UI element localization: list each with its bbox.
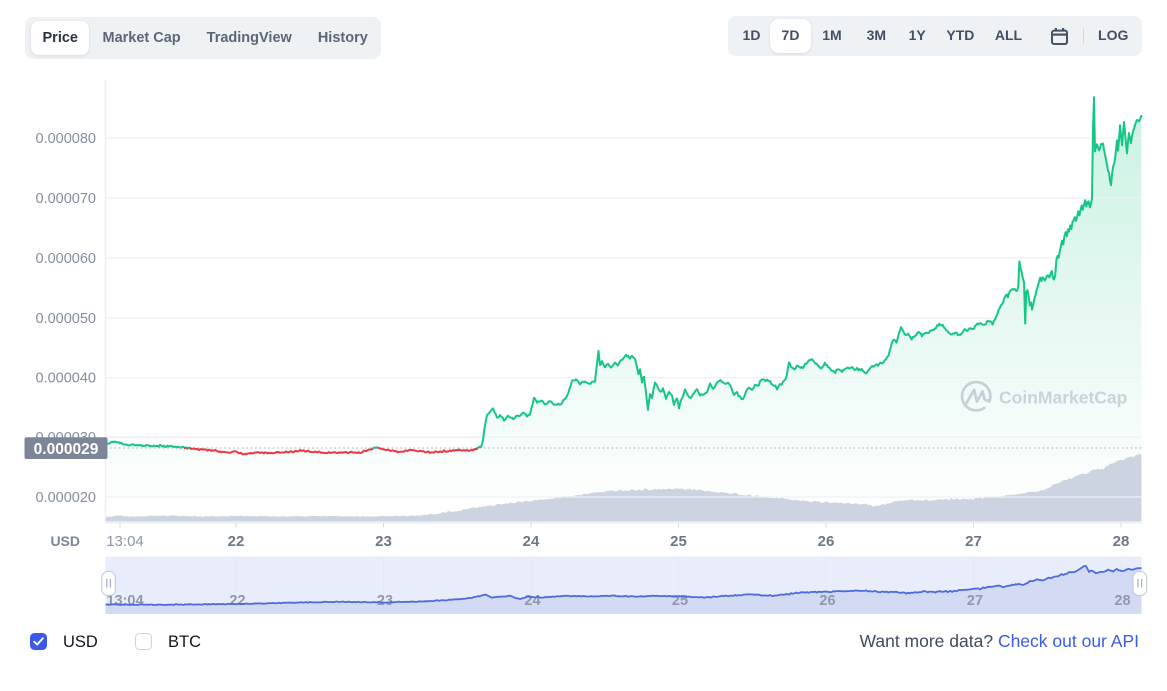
svg-text:26: 26: [819, 593, 835, 609]
svg-text:27: 27: [965, 533, 982, 550]
svg-text:USD: USD: [50, 533, 80, 549]
svg-text:CoinMarketCap: CoinMarketCap: [999, 388, 1127, 408]
svg-text:0.000029: 0.000029: [34, 441, 99, 458]
svg-text:24: 24: [523, 533, 540, 550]
svg-text:22: 22: [228, 533, 245, 550]
svg-text:28: 28: [1114, 593, 1130, 609]
svg-text:27: 27: [967, 593, 983, 609]
svg-text:0.000080: 0.000080: [36, 131, 96, 147]
svg-text:0.000060: 0.000060: [36, 251, 96, 267]
svg-text:25: 25: [670, 533, 687, 550]
svg-text:23: 23: [375, 533, 392, 550]
svg-text:0.000020: 0.000020: [36, 490, 96, 506]
svg-text:28: 28: [1113, 533, 1130, 550]
svg-text:0.000050: 0.000050: [36, 311, 96, 327]
svg-text:22: 22: [229, 593, 245, 609]
svg-text:26: 26: [818, 533, 835, 550]
svg-text:0.000070: 0.000070: [36, 191, 96, 207]
svg-text:23: 23: [377, 593, 393, 609]
svg-text:0.000040: 0.000040: [36, 371, 96, 387]
svg-text:13:04: 13:04: [106, 533, 144, 550]
svg-text:24: 24: [524, 593, 540, 609]
